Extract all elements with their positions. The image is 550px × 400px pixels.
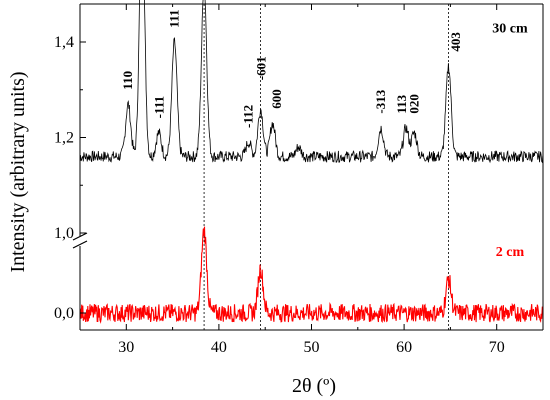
peak-labels: 110002-111111-311-112-601600-31311302040…: [120, 10, 463, 128]
axis-break-mark: [72, 240, 88, 249]
peak-label: -111: [152, 96, 167, 118]
y-tick-label: 1,4: [54, 34, 74, 51]
y-tick-label: 0,0: [54, 305, 74, 322]
series-line: [79, 226, 544, 324]
series-line: [79, 0, 544, 164]
reference-lines: [203, 4, 449, 330]
peak-label: 403: [448, 32, 463, 52]
peak-label: -112: [241, 105, 256, 128]
axis-break-mark: [72, 232, 88, 241]
x-axis-title: 2θ (º): [292, 375, 336, 397]
peak-label: 600: [269, 89, 284, 109]
x-tick-label: 70: [489, 339, 505, 356]
series-label: 30 cm: [492, 21, 528, 36]
peak-label: -601: [254, 56, 269, 80]
peak-label: 110: [120, 71, 135, 90]
y-tick-label: 1,2: [54, 130, 74, 147]
x-tick-label: 50: [304, 339, 320, 356]
peak-label: 111: [167, 10, 182, 28]
series-label: 2 cm: [496, 245, 525, 260]
x-tick-label: 60: [396, 339, 412, 356]
y-axis-title: Intensity (arbitrary units): [7, 71, 29, 272]
peak-label: 020: [406, 94, 421, 114]
peak-label: 113: [394, 94, 409, 113]
peak-label: -313: [373, 89, 388, 113]
x-tick-label: 30: [118, 339, 134, 356]
x-tick-label: 40: [211, 339, 227, 356]
y-tick-label: 1,0: [54, 225, 74, 242]
series-group: 30 cm 2 cm: [79, 0, 544, 324]
